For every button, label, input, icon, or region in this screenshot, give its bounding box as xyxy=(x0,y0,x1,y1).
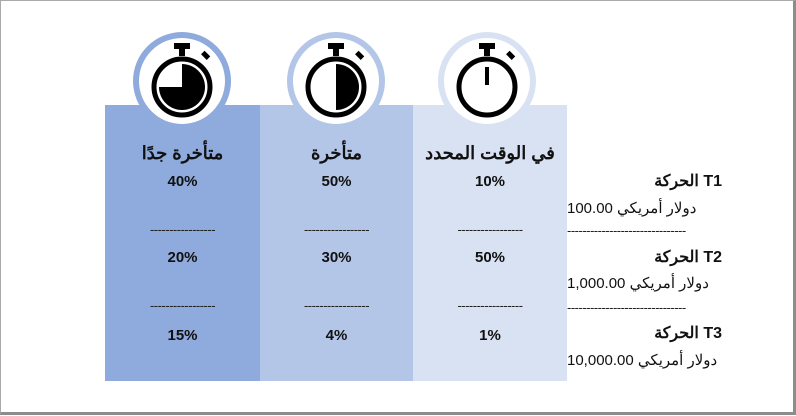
cell-value: 50% xyxy=(474,249,506,266)
stopwatch-half-icon xyxy=(286,31,386,131)
column-on-time: في الوقت المحدد 10% ----------------- 50… xyxy=(413,105,567,381)
cell-value: 40% xyxy=(167,173,198,190)
cell-value: 1% xyxy=(479,327,501,344)
transaction-amount: 100.00 دولار أمريكي xyxy=(567,200,697,217)
cell-value: 15% xyxy=(167,327,198,344)
transaction-amount: 10,000.00 دولار أمريكي xyxy=(567,352,718,369)
separator: ----------------- xyxy=(457,222,523,237)
separator: ----------------- xyxy=(149,298,216,313)
transaction-label: الحركة T2 xyxy=(654,249,722,266)
separator: ------------------------------- xyxy=(567,223,686,238)
separator: ----------------- xyxy=(457,298,523,313)
column-title: متأخرة جدًا xyxy=(141,143,224,163)
stopwatch-empty-icon xyxy=(437,31,537,131)
cell-value: 50% xyxy=(321,173,352,190)
cell-value: 4% xyxy=(325,327,348,344)
cell-value: 30% xyxy=(321,249,352,266)
separator: ----------------- xyxy=(149,222,216,237)
column-title: متأخرة xyxy=(310,143,363,163)
cell-value: 20% xyxy=(167,249,198,266)
column-very-late: متأخرة جدًا 40% ----------------- 20% --… xyxy=(105,105,260,381)
cell-value: 10% xyxy=(474,173,506,190)
column-late: متأخرة 50% ----------------- 30% -------… xyxy=(260,105,413,381)
column-title: في الوقت المحدد xyxy=(425,143,555,163)
separator: ----------------- xyxy=(303,222,370,237)
separator: ------------------------------- xyxy=(567,300,686,315)
transaction-label: الحركة T3 xyxy=(654,325,722,342)
separator: ----------------- xyxy=(303,298,370,313)
transaction-amount: 1,000.00 دولار أمريكي xyxy=(567,275,709,292)
transaction-label: الحركة T1 xyxy=(654,173,722,190)
stopwatch-three-quarters-icon xyxy=(132,31,232,131)
transactions-panel: الحركة T1 100.00 دولار أمريكي ----------… xyxy=(567,1,762,416)
